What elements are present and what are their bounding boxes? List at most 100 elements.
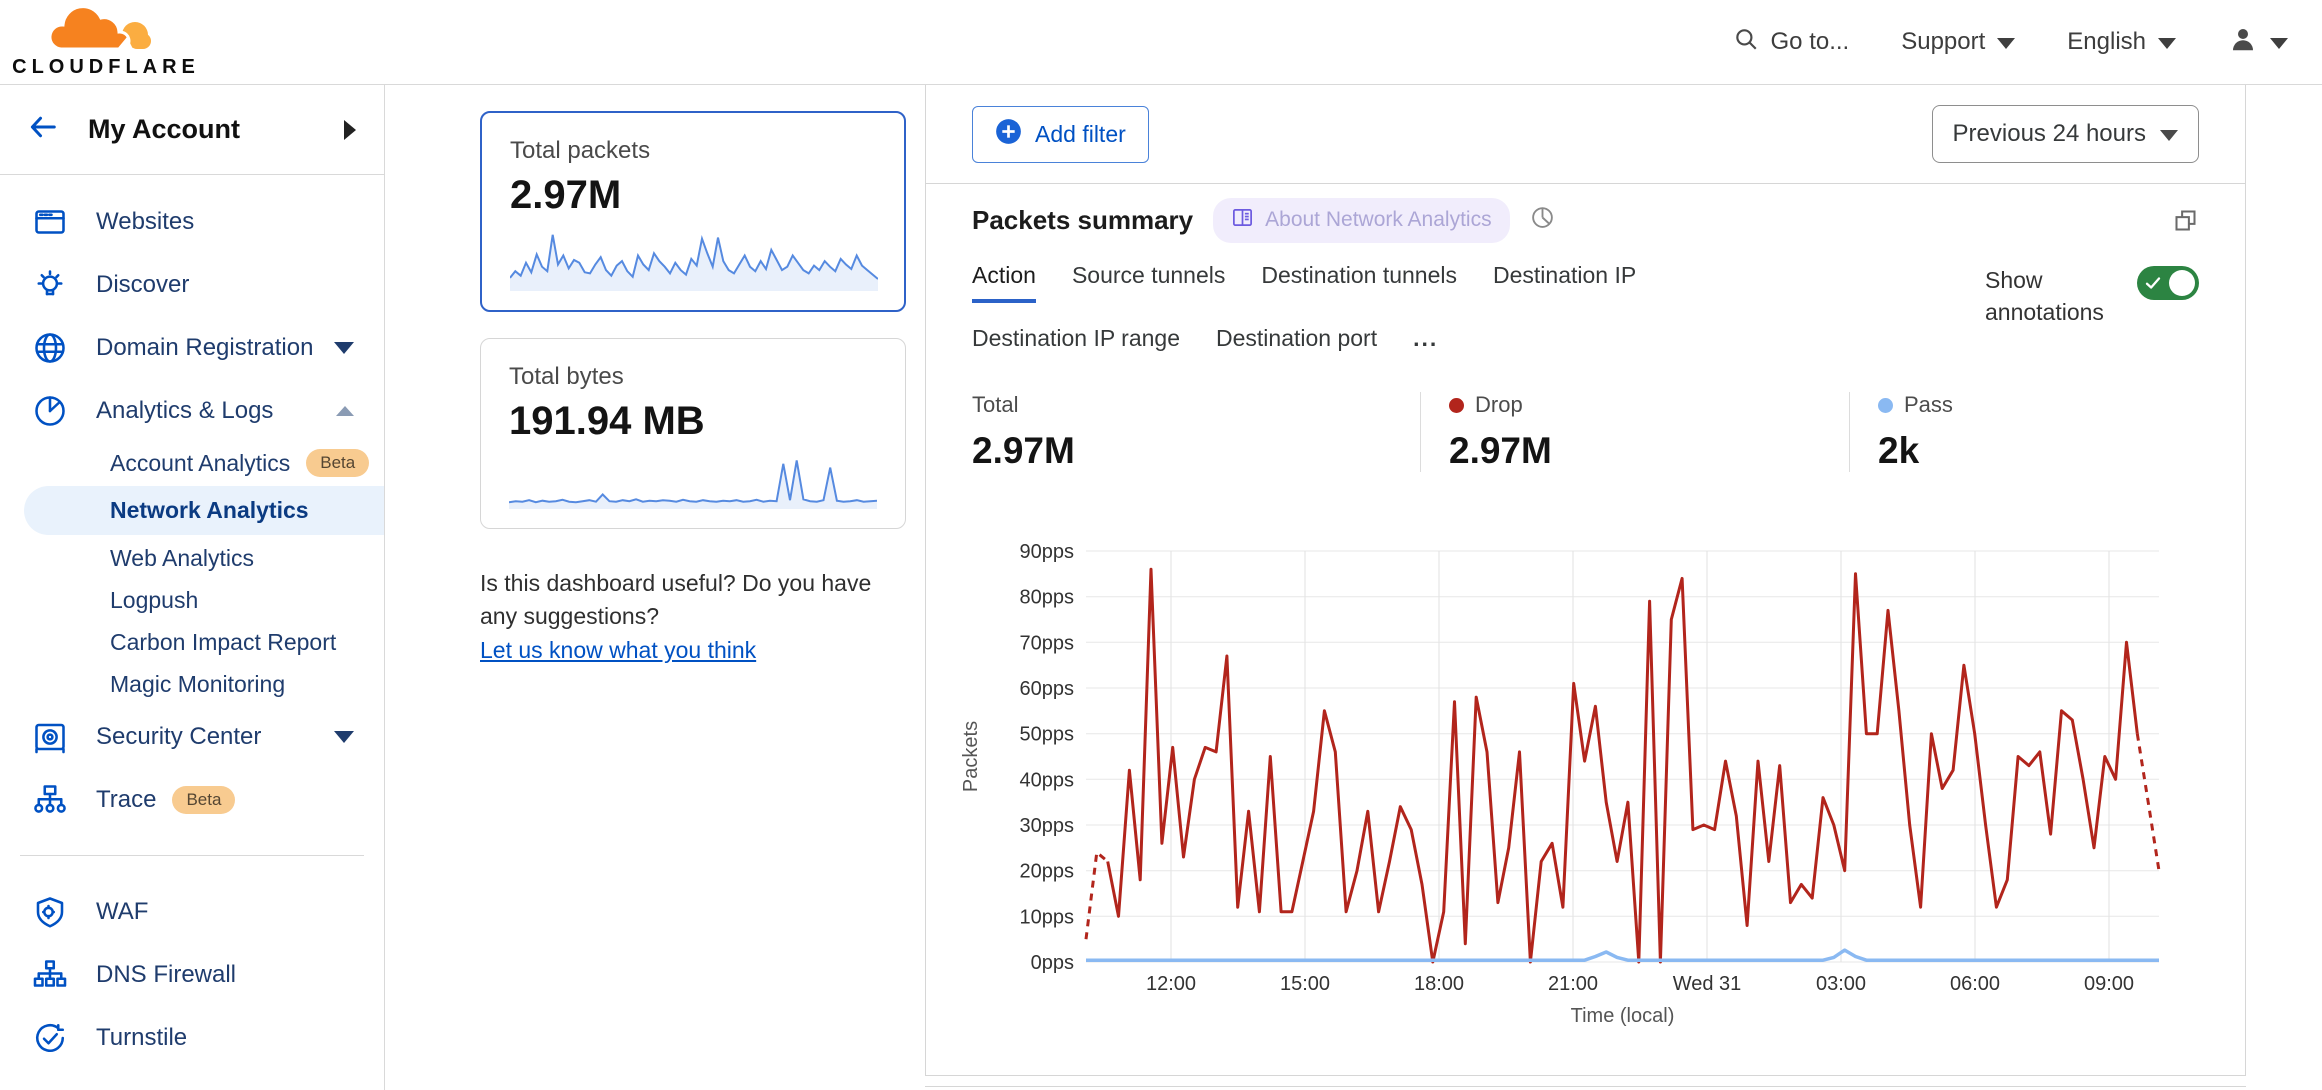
sidebar-item-label: Domain Registration: [96, 333, 314, 361]
total-packets-sparkline: [510, 234, 878, 291]
series-dot-icon: [1449, 397, 1464, 413]
user-icon: [2228, 24, 2258, 61]
sidebar-nav: Websites Discover Domain Registration Analy…: [0, 175, 384, 1090]
pie-chart-icon: [32, 393, 68, 429]
language-label: English: [2067, 28, 2146, 55]
chevron-down-icon: [2158, 38, 2176, 49]
go-to-label: Go to...: [1770, 28, 1850, 55]
go-to-search[interactable]: Go to...: [1733, 26, 1850, 59]
feedback-link[interactable]: Let us know what you think: [480, 636, 757, 663]
sidebar-item-security-center[interactable]: Security Center: [0, 705, 384, 768]
pie-chart-outline-icon[interactable]: [1530, 205, 1555, 235]
tab-destination-ip-range[interactable]: Destination IP range: [972, 325, 1180, 351]
chevron-down-icon: [334, 341, 354, 354]
svg-text:09:00: 09:00: [2084, 973, 2134, 995]
sidebar-item-label: Logpush: [110, 586, 199, 613]
svg-text:03:00: 03:00: [1816, 973, 1866, 995]
tab-destination-port[interactable]: Destination port: [1216, 325, 1378, 351]
svg-text:18:00: 18:00: [1414, 973, 1464, 995]
metric-label: Total bytes: [509, 363, 624, 390]
series-dot-icon: [1878, 397, 1893, 413]
sidebar-item-label: Analytics & Logs: [96, 396, 274, 424]
time-range-label: Previous 24 hours: [1952, 120, 2146, 147]
stat-total: Total 2.97M: [972, 392, 1420, 472]
time-range-dropdown[interactable]: Previous 24 hours: [1931, 105, 2199, 163]
add-filter-label: Add filter: [1035, 120, 1126, 147]
svg-text:30pps: 30pps: [1020, 815, 1075, 837]
sidebar-item-analytics-logs[interactable]: Analytics & Logs: [0, 379, 384, 442]
sidebar-item-label: Network Analytics: [110, 497, 309, 523]
beta-badge: Beta: [306, 449, 370, 477]
sidebar-item-domain-registration[interactable]: Domain Registration: [0, 316, 384, 379]
chevron-down-icon: [1997, 38, 2016, 49]
sidebar-item-logpush[interactable]: Logpush: [0, 579, 384, 621]
sidebar-item-label: Trace: [96, 785, 157, 813]
toggle-knob: [2169, 270, 2195, 296]
feedback-question: Is this dashboard useful? Do you have an…: [480, 570, 872, 630]
chevron-down-icon: [2270, 38, 2288, 49]
svg-text:70pps: 70pps: [1020, 632, 1075, 654]
sidebar-item-account-analytics[interactable]: Account Analytics Beta: [0, 442, 384, 484]
chevron-down-icon: [334, 730, 354, 743]
svg-text:12:00: 12:00: [1146, 973, 1196, 995]
svg-text:Packets: Packets: [961, 721, 982, 792]
sidebar: My Account Websites Discover Domain Regist…: [0, 85, 385, 1090]
tab-action[interactable]: Action: [972, 262, 1036, 303]
svg-text:50pps: 50pps: [1020, 724, 1075, 746]
book-icon: [1231, 206, 1254, 235]
sidebar-item-waf[interactable]: WAF: [0, 880, 384, 943]
tab-destination-ip[interactable]: Destination IP: [1493, 262, 1637, 288]
total-packets-card[interactable]: Total packets 2.97M: [480, 111, 906, 312]
stat-value: 2k: [1878, 430, 1920, 471]
chevron-right-icon[interactable]: [344, 119, 356, 140]
back-arrow-icon[interactable]: [26, 112, 60, 147]
total-bytes-card[interactable]: Total bytes 191.94 MB: [480, 338, 906, 529]
sidebar-item-label: Websites: [96, 207, 195, 235]
svg-text:60pps: 60pps: [1020, 678, 1075, 700]
sidebar-item-web-analytics[interactable]: Web Analytics: [0, 537, 384, 579]
sidebar-item-network-analytics[interactable]: Network Analytics: [24, 486, 384, 535]
sidebar-item-websites[interactable]: Websites: [0, 190, 384, 253]
account-menu[interactable]: [2228, 24, 2288, 61]
support-menu[interactable]: Support: [1901, 28, 2016, 56]
sidebar-item-label: Discover: [96, 270, 190, 298]
tabs-overflow-button[interactable]: ...: [1413, 325, 1439, 351]
tab-destination-tunnels[interactable]: Destination tunnels: [1261, 262, 1457, 288]
stat-value: 2.97M: [1449, 430, 1552, 471]
top-header: CLOUDFLARE Go to... Support English: [0, 0, 2322, 85]
clock-check-icon: [32, 1020, 68, 1056]
feedback-block: Is this dashboard useful? Do you have an…: [480, 567, 890, 667]
language-menu[interactable]: English: [2067, 28, 2176, 56]
header-nav: Go to... Support English: [1733, 24, 2288, 61]
sidebar-item-trace[interactable]: Trace Beta: [0, 768, 384, 831]
safe-icon: [32, 719, 68, 755]
sidebar-item-label: Web Analytics: [110, 544, 255, 571]
sidebar-item-label: Carbon Impact Report: [110, 628, 337, 655]
cloudflare-logo[interactable]: CLOUDFLARE: [12, 5, 195, 79]
expand-panel-icon[interactable]: [2172, 207, 2199, 234]
account-title: My Account: [88, 114, 241, 144]
shield-gear-icon: [32, 894, 68, 930]
metric-label: Total packets: [510, 137, 651, 164]
about-network-analytics-pill[interactable]: About Network Analytics: [1213, 197, 1510, 243]
svg-text:Wed 31: Wed 31: [1673, 973, 1742, 995]
stat-drop: Drop 2.97M: [1420, 392, 1849, 472]
tab-source-tunnels[interactable]: Source tunnels: [1071, 262, 1226, 288]
account-row[interactable]: My Account: [0, 85, 384, 175]
sidebar-item-magic-monitoring[interactable]: Magic Monitoring: [0, 663, 384, 705]
annotations-label: Show annotations: [1985, 267, 2104, 326]
stat-label: Pass: [1904, 392, 1953, 417]
packets-timeseries-svg[interactable]: 0pps 10pps 20pps 30pps 40pps 50pps 60pps 70pps 8…: [960, 527, 2206, 1027]
sidebar-item-carbon-impact-report[interactable]: Carbon Impact Report: [0, 621, 384, 663]
sidebar-item-label: Security Center: [96, 722, 262, 750]
metric-value: 191.94 MB: [509, 399, 705, 443]
annotations-control: Show annotations: [1985, 262, 2199, 362]
sitemap-icon: [32, 782, 68, 818]
annotations-toggle[interactable]: [2137, 266, 2199, 300]
add-filter-button[interactable]: Add filter: [972, 105, 1149, 163]
sidebar-item-dns-firewall[interactable]: DNS Firewall: [0, 943, 384, 1006]
sidebar-item-turnstile[interactable]: Turnstile: [0, 1006, 384, 1069]
sidebar-item-discover[interactable]: Discover: [0, 253, 384, 316]
svg-text:90pps: 90pps: [1020, 541, 1075, 563]
next-panel-top-border: [925, 1086, 2246, 1087]
